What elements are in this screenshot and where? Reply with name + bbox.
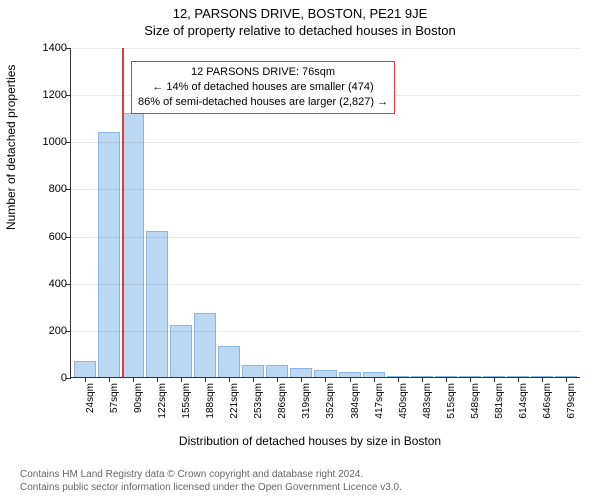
histogram-bar	[170, 325, 192, 377]
x-tick-label: 352sqm	[325, 383, 336, 419]
x-tick-mark	[157, 377, 158, 382]
x-tick-mark	[325, 377, 326, 382]
footnote: Contains HM Land Registry data © Crown c…	[20, 468, 402, 494]
histogram-bar	[266, 365, 288, 377]
x-tick-mark	[229, 377, 230, 382]
callout-line2: ← 14% of detached houses are smaller (47…	[138, 80, 388, 95]
x-tick-label: 221sqm	[229, 383, 240, 419]
y-tick-label: 800	[37, 183, 71, 195]
x-tick-mark	[301, 377, 302, 382]
callout-box: 12 PARSONS DRIVE: 76sqm← 14% of detached…	[131, 61, 395, 114]
histogram-bar	[98, 132, 120, 377]
x-tick-label: 188sqm	[205, 383, 216, 419]
x-tick-label: 614sqm	[518, 383, 529, 419]
x-tick-mark	[398, 377, 399, 382]
grid-line	[71, 48, 580, 49]
y-tick-label: 1200	[37, 89, 71, 101]
x-tick-label: 450sqm	[398, 383, 409, 419]
x-tick-mark	[181, 377, 182, 382]
x-tick-label: 548sqm	[470, 383, 481, 419]
x-tick-mark	[494, 377, 495, 382]
y-tick-label: 1400	[37, 42, 71, 54]
chart-container: 24sqm 57sqm 90sqm 122sqm 155sqm 188sqm 221sqm 2…	[40, 48, 580, 418]
x-tick-mark	[542, 377, 543, 382]
property-marker-line	[122, 48, 124, 377]
y-tick-label: 1000	[37, 136, 71, 148]
histogram-bar	[74, 361, 96, 378]
x-tick-label: 122sqm	[157, 383, 168, 419]
x-tick-label: 581sqm	[494, 383, 505, 419]
histogram-bar	[146, 231, 168, 377]
page-title-line2: Size of property relative to detached ho…	[0, 21, 600, 38]
page-title-line1: 12, PARSONS DRIVE, BOSTON, PE21 9JE	[0, 0, 600, 21]
callout-line3: 86% of semi-detached houses are larger (…	[138, 95, 388, 110]
x-tick-label: 646sqm	[542, 383, 553, 419]
x-tick-label: 24sqm	[85, 383, 96, 413]
histogram-bar	[290, 368, 312, 377]
x-tick-label: 155sqm	[181, 383, 192, 419]
x-tick-mark	[518, 377, 519, 382]
plot-area: 24sqm57sqm90sqm122sqm155sqm188sqm221sqm2…	[70, 48, 580, 378]
x-tick-mark	[277, 377, 278, 382]
histogram-bar	[314, 370, 336, 377]
x-tick-mark	[85, 377, 86, 382]
grid-line	[71, 331, 580, 332]
x-tick-mark	[205, 377, 206, 382]
x-tick-label: 679sqm	[566, 383, 577, 419]
callout-line1: 12 PARSONS DRIVE: 76sqm	[138, 65, 388, 80]
x-tick-mark	[566, 377, 567, 382]
x-tick-label: 483sqm	[422, 383, 433, 419]
x-axis-label: Distribution of detached houses by size …	[40, 434, 580, 448]
histogram-bar	[194, 313, 216, 377]
x-tick-mark	[446, 377, 447, 382]
x-tick-label: 319sqm	[301, 383, 312, 419]
grid-line	[71, 142, 580, 143]
grid-line	[71, 237, 580, 238]
y-axis-label: Number of detached properties	[4, 65, 18, 230]
x-tick-label: 253sqm	[253, 383, 264, 419]
histogram-bar	[242, 365, 264, 377]
x-tick-mark	[374, 377, 375, 382]
histogram-bar	[218, 346, 240, 377]
x-tick-mark	[253, 377, 254, 382]
footnote-line2: Contains public sector information licen…	[20, 481, 402, 494]
x-tick-mark	[133, 377, 134, 382]
x-tick-label: 90sqm	[133, 383, 144, 413]
x-tick-mark	[470, 377, 471, 382]
y-tick-label: 0	[37, 372, 71, 384]
footnote-line1: Contains HM Land Registry data © Crown c…	[20, 468, 402, 481]
x-tick-label: 57sqm	[109, 383, 120, 413]
y-tick-label: 200	[37, 325, 71, 337]
y-tick-label: 400	[37, 278, 71, 290]
grid-line	[71, 189, 580, 190]
x-tick-mark	[350, 377, 351, 382]
x-tick-label: 286sqm	[277, 383, 288, 419]
x-tick-label: 417sqm	[374, 383, 385, 419]
x-tick-label: 515sqm	[446, 383, 457, 419]
y-tick-label: 600	[37, 231, 71, 243]
grid-line	[71, 284, 580, 285]
x-tick-mark	[109, 377, 110, 382]
histogram-bar	[122, 113, 144, 377]
x-tick-label: 384sqm	[350, 383, 361, 419]
x-tick-mark	[422, 377, 423, 382]
